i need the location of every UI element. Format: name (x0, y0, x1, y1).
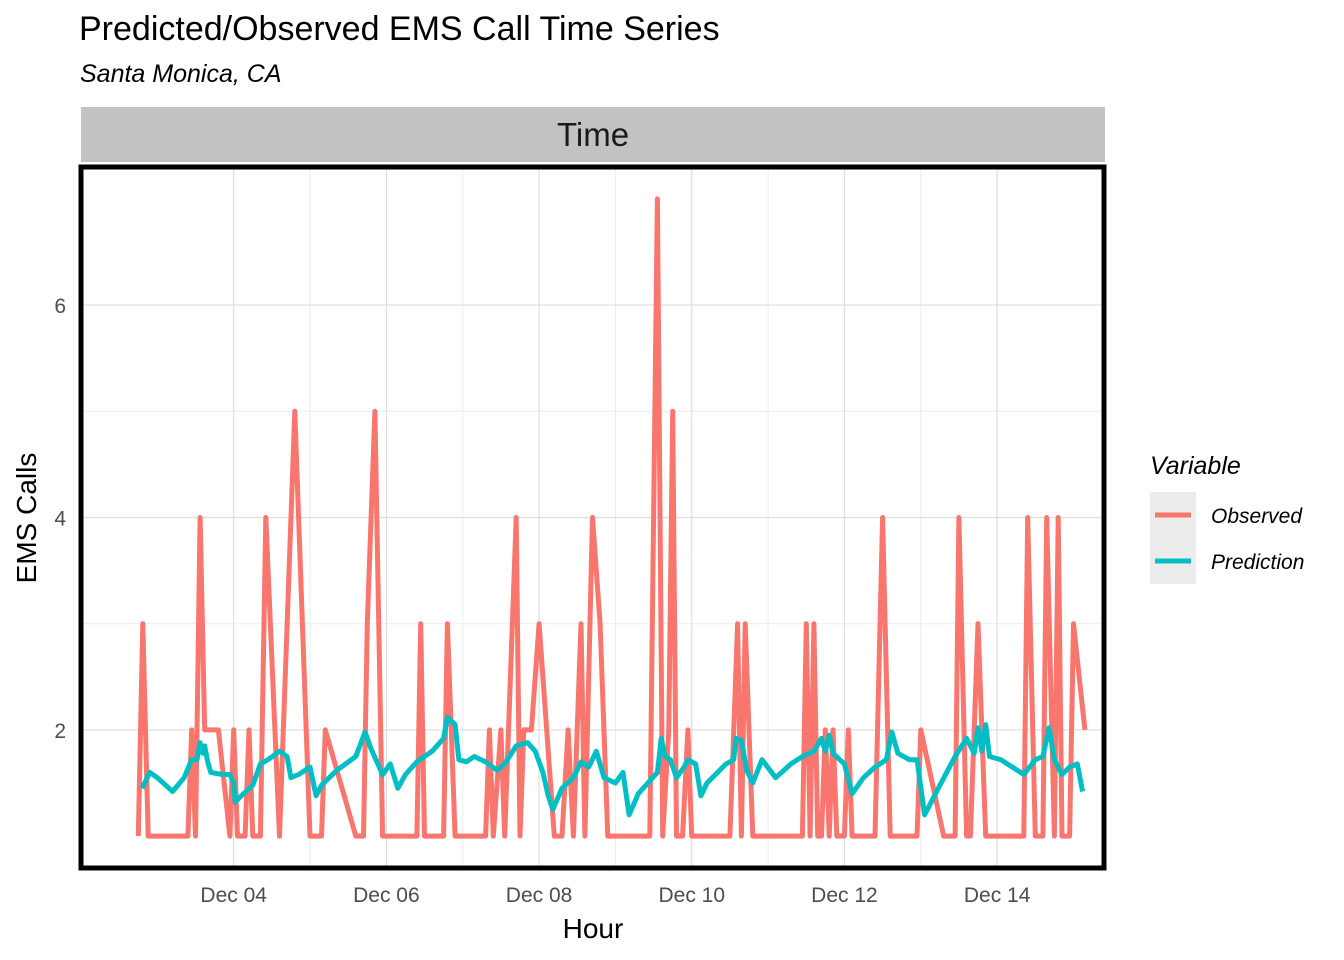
series-line-observed (135, 196, 1088, 839)
y-axis-title: EMS Calls (11, 453, 42, 584)
chart-subtitle: Santa Monica, CA (80, 60, 282, 88)
axis-ticks: Dec 04 Dec 06 Dec 08 Dec 10 Dec 12 Dec 14 2 4 6 (54, 295, 1030, 907)
legend-label-prediction: Prediction (1211, 551, 1304, 574)
panel-border (78, 164, 1107, 871)
facet-strip-label: Time (557, 116, 629, 153)
x-tick-label: Dec 14 (964, 884, 1031, 907)
series-lines (135, 196, 1088, 839)
x-tick-label: Dec 04 (200, 884, 267, 907)
x-tick-label: Dec 12 (811, 884, 878, 907)
y-tick-label: 4 (54, 508, 66, 531)
chart-title: Predicted/Observed EMS Call Time Series (79, 10, 720, 48)
x-tick-label: Dec 10 (658, 884, 725, 907)
legend-title: Variable (1150, 452, 1241, 480)
y-tick-label: 2 (54, 720, 66, 743)
x-axis-title: Hour (563, 913, 624, 944)
x-tick-label: Dec 08 (506, 884, 573, 907)
legend-key-background (1150, 492, 1196, 584)
y-tick-label: 6 (54, 295, 66, 318)
series-line-prediction (139, 714, 1086, 818)
x-tick-label: Dec 06 (353, 884, 420, 907)
facet-strip (81, 107, 1105, 162)
legend: Variable Observed Prediction (1150, 452, 1304, 584)
legend-label-observed: Observed (1211, 505, 1303, 528)
